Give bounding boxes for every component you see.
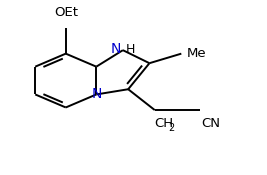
Text: H: H — [125, 43, 135, 56]
Text: N: N — [111, 42, 121, 56]
Text: Me: Me — [187, 47, 206, 60]
Text: 2: 2 — [168, 123, 175, 133]
Text: OEt: OEt — [54, 6, 78, 19]
Text: N: N — [91, 88, 101, 102]
Text: CN: CN — [202, 117, 221, 130]
Text: CH: CH — [155, 117, 174, 130]
